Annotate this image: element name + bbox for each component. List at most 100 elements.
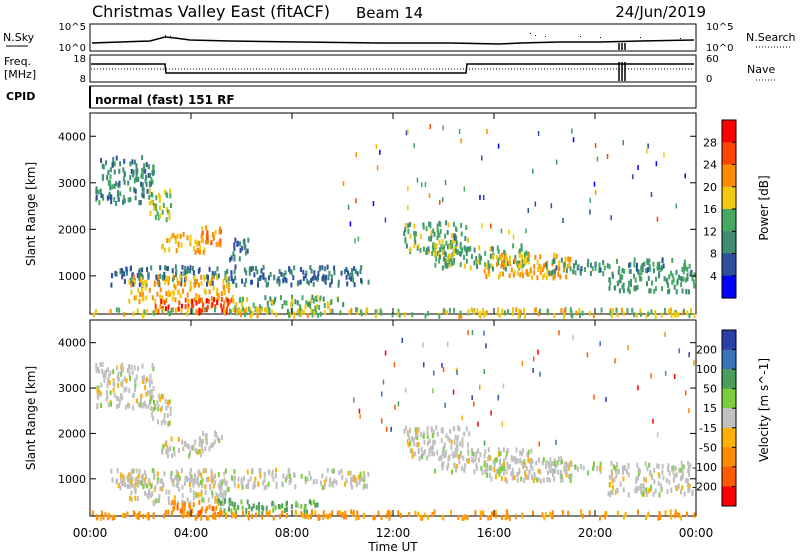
data-pixel [443,244,446,250]
data-pixel [168,421,171,427]
data-pixel [493,462,496,468]
data-pixel [667,463,670,469]
data-pixel [687,478,689,484]
data-pixel [158,195,161,201]
data-pixel [455,443,458,449]
data-pixel [225,309,228,315]
data-pixel [138,200,141,206]
data-pixel [120,369,123,374]
data-pixel [130,490,133,496]
data-pixel [429,124,431,130]
data-pixel [640,276,643,282]
data-pixel [238,256,241,262]
nsearch-label: N.Search [746,31,796,44]
data-pixel [159,478,162,484]
data-pixel [297,503,300,509]
data-pixel [190,303,193,309]
cpid-label: CPID [6,90,35,103]
data-pixel [174,297,177,303]
data-pixel [503,263,506,269]
data-pixel [316,502,319,508]
data-pixel [220,303,222,309]
data-pixel [231,294,234,300]
data-pixel [405,243,408,249]
data-pixel [513,455,515,461]
data-pixel [686,266,689,272]
data-pixel [374,309,377,315]
data-pixel [521,513,524,519]
data-pixel [497,307,500,313]
data-pixel [310,278,313,283]
data-pixel [242,239,245,245]
data-pixel [310,308,313,313]
data-pixel [668,274,671,280]
data-pixel [209,483,212,489]
data-pixel [622,487,625,493]
data-pixel [363,474,366,480]
data-pixel [393,362,396,368]
data-pixel [541,512,544,518]
data-pixel [235,510,238,516]
data-pixel [546,264,548,270]
data-pixel [203,247,206,253]
data-pixel [134,195,137,201]
data-pixel [143,470,146,476]
data-pixel [303,505,306,511]
data-pixel [95,308,97,314]
data-pixel [653,479,656,485]
data-pixel [231,513,233,518]
data-pixel [138,511,141,516]
data-pixel [205,225,208,231]
data-pixel [649,288,652,294]
data-pixel [512,234,515,240]
y-tick-label: 3000 [58,177,86,190]
data-pixel [380,310,383,316]
data-pixel [232,278,235,284]
data-pixel [403,231,406,237]
data-pixel [463,186,466,192]
data-pixel [529,463,532,469]
data-pixel [165,266,168,272]
data-pixel [156,308,159,314]
data-pixel [488,472,491,478]
data-pixel [520,451,523,457]
data-pixel [120,472,123,478]
data-pixel [285,278,288,284]
data-pixel [224,490,227,496]
data-pixel [333,270,336,276]
data-pixel [252,311,255,316]
data-pixel [435,244,438,250]
data-pixel [112,369,115,375]
data-pixel [681,469,684,475]
data-pixel [497,468,499,474]
data-pixel [133,295,136,301]
data-pixel [201,497,204,503]
data-pixel [445,310,448,316]
data-pixel [181,507,184,513]
data-pixel [610,313,613,318]
data-pixel [165,489,168,495]
data-pixel [652,268,655,274]
data-pixel [144,379,147,384]
data-pixel [650,192,653,197]
data-pixel [142,188,145,193]
data-pixel [436,227,439,233]
data-pixel [217,241,220,247]
data-pixel [301,295,304,301]
data-pixel [121,379,124,385]
data-pixel [687,487,690,493]
data-pixel [129,473,132,479]
data-pixel [375,143,377,149]
data-pixel [153,473,156,479]
data-pixel [284,477,287,483]
data-pixel [452,426,455,432]
data-pixel [271,309,274,315]
data-pixel [355,482,358,487]
data-pixel [636,462,639,468]
data-pixel [559,459,562,465]
data-pixel [311,276,314,281]
data-pixel [436,450,439,456]
